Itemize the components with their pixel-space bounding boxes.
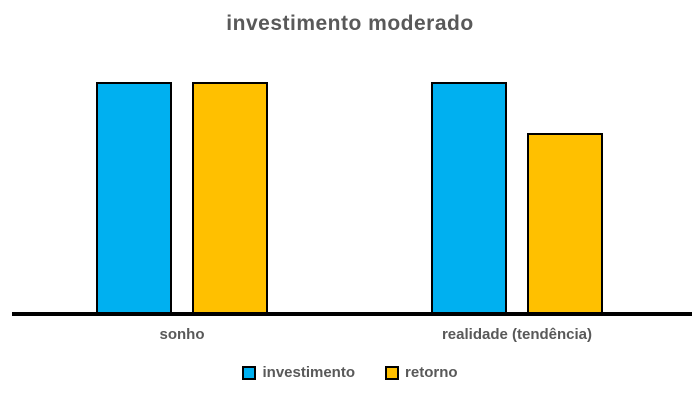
chart-title: investimento moderado	[226, 12, 474, 35]
bar-investimento-realidade	[431, 82, 507, 312]
bar-retorno-sonho	[192, 82, 268, 312]
category-label-sonho: sonho	[159, 326, 205, 343]
legend-item-retorno: retorno	[385, 364, 458, 381]
chart-legend: investimento retorno	[0, 364, 700, 381]
category-label-realidade: realidade (tendência)	[441, 326, 593, 343]
legend-label-investimento: investimento	[262, 364, 356, 381]
x-axis-line	[12, 312, 692, 316]
legend-swatch-investimento	[242, 365, 257, 380]
legend-item-investimento: investimento	[242, 364, 355, 381]
legend-label-retorno: retorno	[405, 364, 458, 381]
bar-investimento-sonho	[96, 82, 172, 312]
bar-retorno-realidade	[527, 133, 603, 312]
legend-swatch-retorno	[385, 365, 400, 380]
